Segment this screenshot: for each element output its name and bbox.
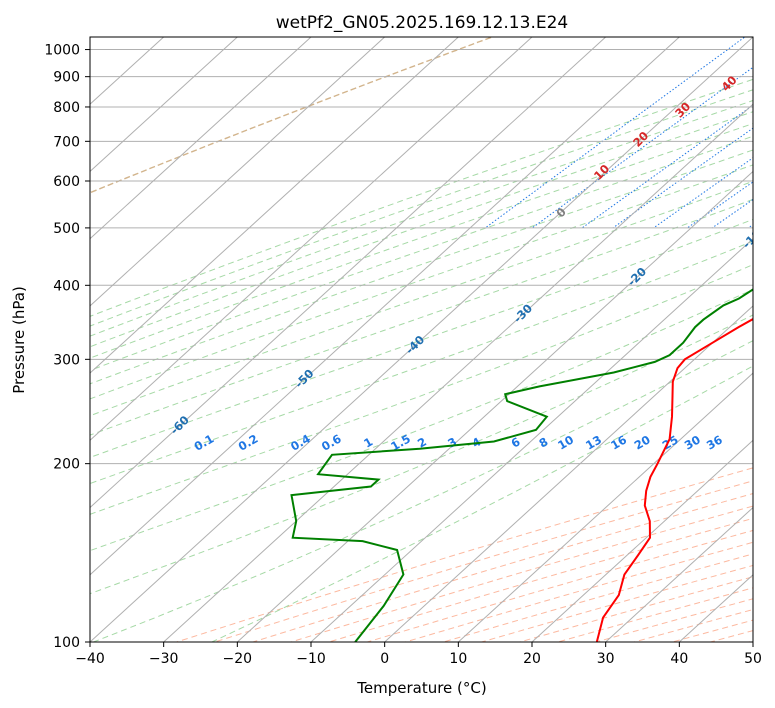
moist-adiabat xyxy=(90,149,753,385)
x-tick-label: 30 xyxy=(597,651,615,667)
mixing-ratio-label: 20 xyxy=(632,433,653,453)
isotherm-line xyxy=(605,506,753,642)
x-tick-label: −40 xyxy=(75,651,105,667)
y-tick-label: 400 xyxy=(53,278,80,294)
y-tick-label: 300 xyxy=(53,352,80,368)
isotherm-line xyxy=(90,37,680,576)
x-tick-label: 0 xyxy=(380,651,389,667)
isotherm-line xyxy=(90,37,459,374)
y-axis: 100 200 300 400 500 600 700 800 900 1000 xyxy=(44,43,90,651)
profile-series xyxy=(290,288,753,642)
y-axis-label: Pressure (hPa) xyxy=(10,286,28,394)
isotherm-line xyxy=(90,37,753,642)
y-tick-label: 100 xyxy=(53,635,80,651)
isotherm-line xyxy=(90,37,238,173)
x-tick-label: −10 xyxy=(296,651,326,667)
x-axis-label: Temperature (°C) xyxy=(356,679,486,697)
y-tick-label: 900 xyxy=(53,70,80,86)
mixing-ratio-label: 10 xyxy=(555,433,576,453)
moist-adiabat xyxy=(90,135,753,371)
mixing-ratio-label: 13 xyxy=(583,433,604,453)
moist-adiabat xyxy=(90,240,753,485)
x-tick-label: −20 xyxy=(223,651,253,667)
mixing-ratio-label: 36 xyxy=(704,433,725,453)
dewpoint-line xyxy=(290,288,753,642)
x-tick-label: 40 xyxy=(670,651,688,667)
moist-adiabat xyxy=(90,89,753,327)
chart-title: wetPf2_GN05.2025.169.12.13.E24 xyxy=(276,13,568,33)
y-tick-label: 500 xyxy=(53,221,80,237)
moist-adiabat xyxy=(90,180,753,417)
x-axis: −40 −30 −20 −10 0 10 20 30 40 50 xyxy=(75,642,762,667)
mixing-ratio-label: 16 xyxy=(608,433,629,453)
y-tick-label: 700 xyxy=(53,134,80,150)
isotherm-line xyxy=(90,37,386,307)
isotherm-line xyxy=(457,372,753,642)
x-tick-label: 10 xyxy=(449,651,467,667)
isotherm-line xyxy=(531,439,753,642)
mixing-ratio-label: 30 xyxy=(682,433,703,453)
isotherm-line xyxy=(90,37,533,442)
moist-adiabat xyxy=(90,198,753,436)
temperature-line xyxy=(595,317,753,642)
isotherm-line xyxy=(310,237,753,642)
moist-adiabat xyxy=(90,164,753,400)
y-tick-label: 800 xyxy=(53,100,80,116)
isotherm-line xyxy=(90,37,312,240)
isotherm-line xyxy=(163,103,753,642)
x-tick-label: 50 xyxy=(744,651,762,667)
y-tick-label: 1000 xyxy=(44,43,80,59)
moist-adiabat xyxy=(90,111,753,348)
plot-frame xyxy=(89,36,754,643)
pressure-gridlines xyxy=(90,49,753,642)
y-tick-label: 200 xyxy=(53,457,80,473)
y-tick-label: 600 xyxy=(53,174,80,190)
x-tick-label: 20 xyxy=(523,651,541,667)
isotherm-line xyxy=(90,37,607,509)
x-tick-label: −30 xyxy=(149,651,179,667)
